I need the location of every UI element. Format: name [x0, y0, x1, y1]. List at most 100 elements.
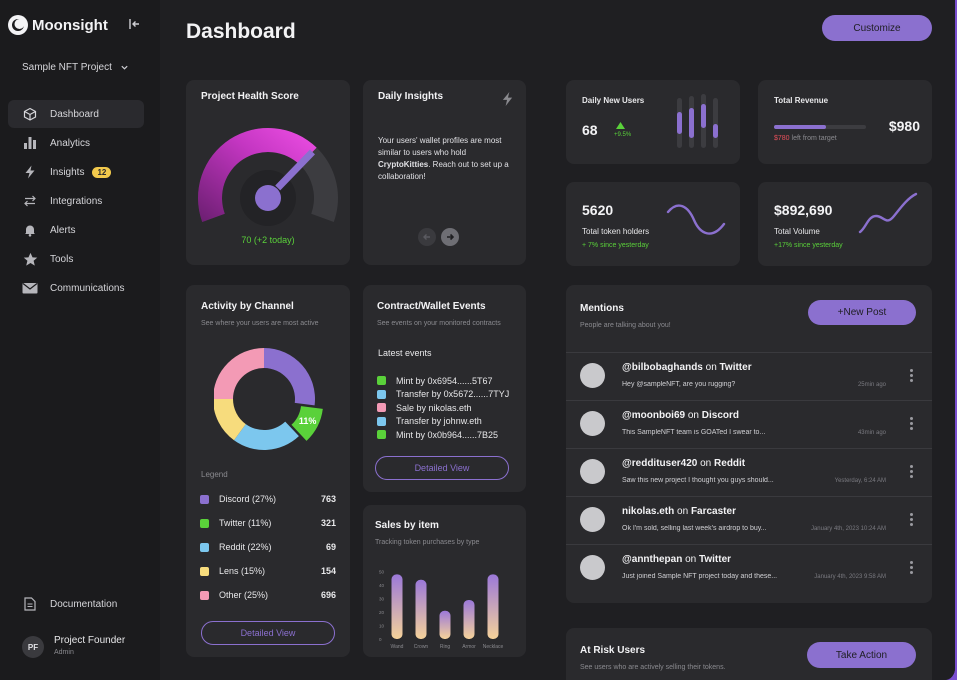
sidebar-item-label: Alerts — [50, 224, 76, 236]
mention-avatar — [580, 555, 605, 580]
take-action-button[interactable]: Take Action — [807, 642, 916, 668]
cube-icon — [22, 106, 38, 122]
mention-author: @moonboi69 on Discord — [622, 410, 740, 421]
sales-bar — [439, 610, 451, 639]
mention-row[interactable]: @reddituser420 on Reddit Saw this new pro… — [566, 448, 932, 496]
star-icon — [22, 251, 38, 267]
mention-message: Saw this new project I thought you guys … — [622, 477, 774, 484]
chevron-down-icon — [121, 65, 128, 70]
customize-button[interactable]: Customize — [822, 15, 932, 41]
project-selector[interactable]: Sample NFT Project — [22, 62, 129, 73]
bell-icon — [22, 222, 38, 238]
activity-detailed-view-button[interactable]: Detailed View — [201, 621, 335, 645]
event-row[interactable]: Mint by 0x0b964......7B25 — [377, 428, 498, 441]
sidebar-item-tools[interactable]: Tools — [8, 245, 144, 273]
document-icon — [22, 596, 38, 612]
legend-value: 321 — [320, 518, 336, 528]
collapse-sidebar-icon[interactable] — [127, 17, 141, 31]
y-tick-label: 20 — [379, 610, 385, 615]
prev-insight-button[interactable] — [418, 228, 436, 246]
sidebar-item-analytics[interactable]: Analytics — [8, 129, 144, 157]
token-holders-label: Total token holders — [582, 227, 650, 236]
health-gauge — [197, 127, 338, 226]
sidebar-item-documentation[interactable]: Documentation — [8, 590, 144, 618]
lightning-icon — [502, 92, 513, 106]
more-options-icon[interactable] — [910, 513, 914, 528]
avatar[interactable]: PF — [22, 636, 44, 658]
legend-value: 696 — [320, 590, 336, 600]
mention-message: This SampleNFT team is GOATed I swear to… — [622, 429, 766, 436]
events-title: Contract/Wallet Events — [377, 301, 486, 312]
sidebar-item-label: Tools — [50, 253, 74, 265]
event-swatch — [377, 403, 386, 412]
mention-row[interactable]: @bilbobaghands on Twitter Hey @sampleNFT,… — [566, 352, 932, 400]
health-score-value: 70 (+2 today) — [241, 235, 295, 245]
next-insight-button[interactable] — [441, 228, 459, 246]
sidebar-item-insights[interactable]: Insights 12 — [8, 158, 144, 186]
more-options-icon[interactable] — [910, 465, 914, 480]
sidebar-item-dashboard[interactable]: Dashboard — [8, 100, 144, 128]
sidebar-item-integrations[interactable]: Integrations — [8, 187, 144, 215]
mention-time: 43min ago — [857, 430, 886, 436]
mention-row[interactable]: @annthepan on Twitter Just joined Sample … — [566, 544, 932, 592]
sales-bar — [415, 579, 427, 639]
insight-highlight: CryptoKitties — [378, 160, 429, 169]
trend-up-icon — [616, 122, 625, 129]
legend-value: 154 — [320, 566, 336, 576]
legend-value: 763 — [320, 494, 336, 504]
mention-platform: Twitter — [699, 554, 732, 565]
mention-message: Ok I'm sold, selling last week's airdrop… — [622, 525, 767, 532]
x-tick-label: Armor — [462, 644, 476, 650]
mail-icon — [22, 280, 38, 296]
legend-swatch — [200, 590, 209, 600]
total-volume-label: Total Volume — [774, 227, 820, 236]
donut-slice — [214, 348, 264, 399]
token-holders-value: 5620 — [582, 202, 614, 218]
x-tick-label: Necklace — [483, 644, 504, 650]
sidebar-item-label: Documentation — [50, 598, 118, 610]
events-detailed-view-button[interactable]: Detailed View — [375, 456, 509, 480]
arrow-left-icon — [423, 234, 430, 240]
mention-author: @bilbobaghands on Twitter — [622, 362, 752, 373]
total-revenue-value: $980 — [888, 118, 920, 134]
mention-row[interactable]: nikolas.eth on Farcaster Ok I'm sold, sel… — [566, 496, 932, 544]
sidebar-item-label: Dashboard — [50, 108, 99, 120]
event-row[interactable]: Transfer by johnw.eth — [377, 415, 482, 428]
user-role: Admin — [54, 649, 74, 656]
mention-row[interactable]: @moonboi69 on Discord This SampleNFT team… — [566, 400, 932, 448]
revenue-progress-fill — [774, 125, 826, 129]
token-holders-change: + 7% since yesterday — [582, 242, 649, 249]
legend-swatch — [200, 494, 209, 504]
user-name: Project Founder — [54, 635, 126, 646]
event-row[interactable]: Mint by 0x6954......5T67 — [377, 374, 493, 387]
event-row[interactable]: Sale by nikolas.eth — [377, 401, 472, 414]
donut-highlight-label: 11% — [299, 416, 317, 426]
event-swatch — [377, 430, 386, 439]
more-options-icon[interactable] — [910, 417, 914, 432]
legend-swatch — [200, 566, 209, 576]
mentions-subtitle: People are talking about you! — [580, 322, 671, 329]
revenue-progress-bar — [774, 125, 866, 129]
event-swatch — [377, 389, 386, 399]
daily-users-sparkbars — [677, 94, 718, 148]
arrows-icon — [22, 193, 38, 209]
mention-message: Hey @sampleNFT, are you rugging? — [622, 381, 736, 388]
sidebar: Moonsight Sample NFT Project Dashboard A… — [0, 0, 160, 680]
mentions-card: Mentions People are talking about you! +… — [566, 285, 932, 603]
mention-message: Just joined Sample NFT project today and… — [622, 573, 778, 580]
sidebar-item-alerts[interactable]: Alerts — [8, 216, 144, 244]
mention-avatar — [580, 459, 605, 484]
sidebar-item-communications[interactable]: Communications — [8, 274, 144, 302]
moonsight-logo-icon — [8, 15, 28, 35]
mention-platform: Discord — [701, 410, 740, 421]
sidebar-item-label: Analytics — [50, 137, 91, 149]
sales-by-item-card: Sales by item Tracking token purchases b… — [363, 505, 526, 657]
new-post-button[interactable]: +New Post — [808, 300, 916, 325]
mention-avatar — [580, 411, 605, 436]
more-options-icon[interactable] — [910, 561, 914, 576]
event-row[interactable]: Transfer by 0x5672......7TYJ — [377, 388, 509, 401]
arrow-right-icon — [447, 233, 455, 241]
donut-slice — [291, 406, 323, 441]
more-options-icon[interactable] — [910, 369, 914, 384]
